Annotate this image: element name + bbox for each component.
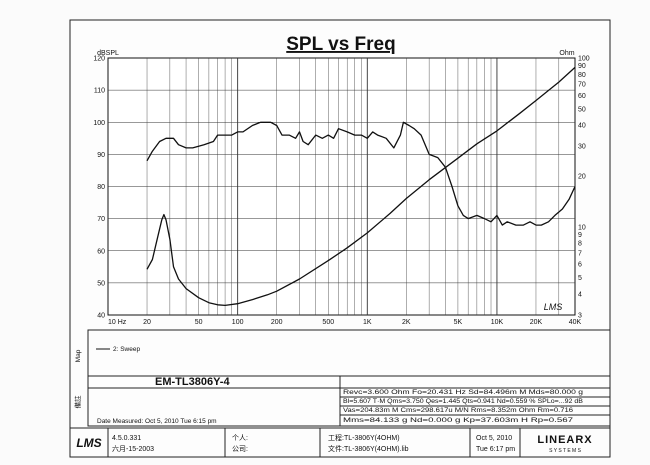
right-tick-label: 60	[578, 93, 586, 100]
left-tick-label: 120	[93, 56, 105, 63]
right-tick-label: 9	[578, 232, 582, 239]
x-tick-label: 20	[143, 319, 151, 326]
param-line-4: Mms=84.133 g Nd=0.000 g Kp=37.603m H Rp=…	[343, 417, 574, 424]
x-ticks: 10 Hz 20 50 100 200 500 1K 2K 5K 10K 20K 40K	[108, 319, 582, 326]
left-tick-label: 70	[97, 216, 105, 223]
param-line-1: Revc=3.600 Ohm Fo=20.431 Hz Sd=84.496m M…	[343, 389, 583, 396]
impedance-curve	[146, 66, 576, 307]
model-name: EM-TL3806Y-4	[155, 376, 230, 388]
right-tick-label: 10	[578, 224, 586, 231]
x-tick-label: 1K	[363, 319, 372, 326]
right-tick-label: 6	[578, 262, 582, 269]
right-tick-label: 8	[578, 241, 582, 248]
x-tick-label: 10 Hz	[108, 319, 127, 326]
y-left-label: dBSPL	[97, 50, 119, 57]
left-ticks: 40 50 60 70 80 90 100 110 120	[93, 56, 105, 320]
left-tick-label: 60	[97, 248, 105, 255]
spl-curve	[146, 121, 576, 226]
param-line-3: Vas=204.83m M Cms=298.617u M/N Rms=8.352…	[343, 407, 573, 414]
footer-company-label: 公司:	[232, 445, 248, 453]
footer-version-date: 六月-15-2003	[112, 444, 154, 453]
right-tick-label: 50	[578, 106, 586, 113]
map-label: Map	[75, 349, 82, 362]
x-tick-label: 200	[271, 319, 283, 326]
x-tick-label: 50	[195, 319, 203, 326]
x-tick-label: 20K	[530, 319, 543, 326]
right-tick-label: 7	[578, 250, 582, 257]
left-tick-label: 110	[94, 88, 105, 95]
x-tick-label: 100	[232, 319, 244, 326]
legend-entry: 2: Sweep	[113, 346, 140, 353]
right-tick-label: 90	[578, 63, 586, 70]
right-tick-label: 3	[578, 313, 582, 320]
x-tick-label: 500	[322, 319, 334, 326]
left-tick-label: 40	[97, 313, 105, 320]
footer-date: Oct 5, 2010	[476, 435, 512, 442]
curves	[146, 66, 576, 307]
left-tick-label: 100	[93, 120, 105, 127]
footer-file: 文件:TL-3806Y(4OHM).lib	[328, 444, 409, 453]
x-tick-label: 40K	[569, 319, 582, 326]
y-right-label: Ohm	[559, 50, 574, 57]
x-tick-label: 2K	[402, 319, 411, 326]
right-tick-label: 30	[578, 144, 586, 151]
left-tick-label: 80	[97, 184, 105, 191]
date-measured: Date Measured: Oct 5, 2010 Tue 6:15 pm	[97, 418, 217, 425]
param-line-2: Bl=5.607 T·M Qms=3.750 Qes=1.445 Qts=0.9…	[343, 398, 583, 405]
footer-brand: LINEARX	[537, 434, 592, 446]
footer-person-label: 个人:	[232, 434, 248, 442]
grid	[108, 58, 575, 315]
left-tick-label: 90	[97, 152, 105, 159]
notes-label: 備註	[73, 395, 82, 409]
footer-project: 工程:TL-3806Y(4OHM)	[328, 433, 400, 442]
right-tick-label: 4	[578, 291, 582, 298]
footer-logo: LMS	[76, 436, 101, 450]
right-tick-label: 100	[578, 56, 590, 63]
x-tick-label: 10K	[491, 319, 504, 326]
watermark: LMS	[544, 302, 563, 312]
footer-brand-sub: S Y S T E M S	[549, 448, 582, 454]
chart-title: SPL vs Freq	[286, 34, 395, 55]
right-tick-label: 40	[578, 123, 586, 130]
x-tick-label: 5K	[454, 319, 463, 326]
right-tick-label: 5	[578, 275, 582, 282]
right-tick-label: 80	[578, 72, 586, 79]
right-tick-label: 70	[578, 82, 586, 89]
footer-version: 4.5.0.331	[112, 435, 141, 442]
left-tick-label: 50	[97, 280, 105, 287]
right-tick-label: 20	[578, 173, 586, 180]
footer-time: Tue 6:17 pm	[476, 446, 515, 453]
